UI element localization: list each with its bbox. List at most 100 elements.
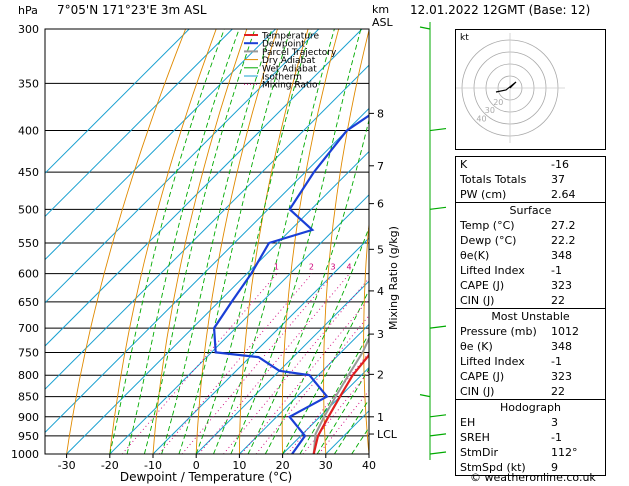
indices-label: Totals Totals xyxy=(460,173,527,186)
pressure-tick-label: 750 xyxy=(18,346,39,359)
copyright: © weatheronline.co.uk xyxy=(470,471,596,484)
x-tick-label: 30 xyxy=(319,459,333,472)
pressure-tick-label: 550 xyxy=(18,237,39,250)
hodograph-value: 9 xyxy=(551,461,558,474)
hodograph-value: 3 xyxy=(551,416,558,429)
hodograph-ring-label: 20 xyxy=(493,98,503,107)
isotherm xyxy=(195,280,369,454)
wind-barb xyxy=(429,127,447,132)
hpa-unit: hPa xyxy=(18,4,38,17)
most_unstable-row: θe (K) 348 xyxy=(456,339,605,354)
dry-adiabat xyxy=(323,29,369,454)
most_unstable-value: 348 xyxy=(551,340,572,353)
legend-label: Wet Adiabat xyxy=(262,64,317,74)
isotherm xyxy=(239,323,369,454)
x-tick-label: -30 xyxy=(58,459,76,472)
wet-adiabat xyxy=(143,29,256,454)
dry-adiabat xyxy=(66,29,187,454)
surface-value: 27.2 xyxy=(551,219,576,232)
pressure-tick-label: 450 xyxy=(18,166,39,179)
most_unstable-row: Lifted Index -1 xyxy=(456,354,605,369)
most_unstable-value: -1 xyxy=(551,355,562,368)
mixing-ratio-line xyxy=(181,273,334,454)
pressure-tick-label: 600 xyxy=(18,268,39,281)
dry-adiabat xyxy=(281,29,340,454)
wet-adiabat xyxy=(161,29,273,454)
hodograph-trace xyxy=(495,81,517,93)
hodograph-label: StmSpd (kt) xyxy=(460,461,526,474)
hodograph-value: -1 xyxy=(551,431,562,444)
indices-label: K xyxy=(460,158,468,171)
isotherm xyxy=(45,29,276,261)
wet-adiabat xyxy=(334,398,369,454)
wind-barb xyxy=(419,394,431,398)
pressure-tick-label: 300 xyxy=(18,23,39,36)
hodograph-row: SREH -1 xyxy=(456,430,605,445)
surface-row: θe(K) 348 xyxy=(456,248,605,263)
km-tick-label: 3 xyxy=(377,328,384,341)
mixing-ratio-label: 16 xyxy=(430,263,440,272)
x-tick-label: 10 xyxy=(232,459,246,472)
isotherm xyxy=(66,150,369,454)
surface-label: CAPE (J) xyxy=(460,279,505,292)
most_unstable-value: 323 xyxy=(551,370,572,383)
x-tick-label: 20 xyxy=(276,459,290,472)
hodograph-kt-label: kt xyxy=(460,33,469,43)
dewpoint-line xyxy=(212,114,369,454)
wind-barb xyxy=(419,26,431,30)
wet-adiabat xyxy=(213,29,335,454)
pressure-tick-label: 650 xyxy=(18,296,39,309)
indices-label: PW (cm) xyxy=(460,188,507,201)
surface-title: Surface xyxy=(509,204,552,217)
mixing-ratio-line xyxy=(255,314,369,454)
dry-adiabat xyxy=(238,29,309,454)
isotherm xyxy=(45,29,233,218)
hodograph-ring-label: 40 xyxy=(476,115,486,124)
wet-adiabat xyxy=(282,289,369,454)
legend-label: Parcel Trajectory xyxy=(262,48,337,58)
wet-adiabat xyxy=(126,29,240,454)
plot-frame xyxy=(44,28,370,455)
x-tick-label: -20 xyxy=(101,459,119,472)
wind-barb xyxy=(429,451,447,455)
pressure-tick-label: 700 xyxy=(18,322,39,335)
mixing-ratio-line xyxy=(241,298,369,454)
hodograph-row: StmSpd (kt) 9 xyxy=(456,460,605,475)
pressure-tick-label: 850 xyxy=(18,391,39,404)
surface-row: Dewp (°C) 22.2 xyxy=(456,233,605,248)
pressure-tick-label: 900 xyxy=(18,411,39,424)
indices-value: 2.64 xyxy=(551,188,576,201)
temperature-line xyxy=(312,353,369,454)
hodograph-label: EH xyxy=(460,416,476,429)
surface-value: 22.2 xyxy=(551,234,576,247)
date-title: 12.01.2022 12GMT (Base: 12) xyxy=(410,3,590,17)
km-tick-label: 2 xyxy=(377,368,384,381)
hodograph-label: SREH xyxy=(460,431,490,444)
km-unit: km xyxy=(372,3,389,16)
surface-row: Lifted Index -1 xyxy=(456,263,605,278)
pressure-tick-label: 1000 xyxy=(11,448,39,461)
mixing-ratio-label: 6 xyxy=(370,263,375,272)
indices-value: -16 xyxy=(551,158,569,171)
surface-row: Temp (°C) 27.2 xyxy=(456,218,605,233)
mixing-ratio-label: 2 xyxy=(309,263,314,272)
x-axis-label: Dewpoint / Temperature (°C) xyxy=(120,470,292,484)
hodograph-title: Hodograph xyxy=(500,401,561,414)
km-tick-label: 8 xyxy=(377,107,384,120)
x-tick-label: -10 xyxy=(144,459,162,472)
mixing-ratio-label: 1 xyxy=(274,263,279,272)
mixing-ratio-axis-label: Mixing Ratio (g/kg) xyxy=(387,226,400,330)
surface-row: CAPE (J) 323 xyxy=(456,278,605,293)
surface-value: 22 xyxy=(551,294,565,307)
wind-barb xyxy=(429,325,447,329)
surface-label: Dewp (°C) xyxy=(460,234,517,247)
wind-barb xyxy=(429,206,447,210)
location-title: 7°05'N 171°23'E 3m ASL xyxy=(57,3,207,17)
pressure-tick-label: 400 xyxy=(18,125,39,138)
indices-panel: K -16 Totals Totals 37 PW (cm) 2.64 Surface Te… xyxy=(455,156,606,476)
most-unstable-title: Most Unstable xyxy=(491,310,570,323)
hodograph-value: 112° xyxy=(551,446,578,459)
wind-barb xyxy=(429,433,447,437)
